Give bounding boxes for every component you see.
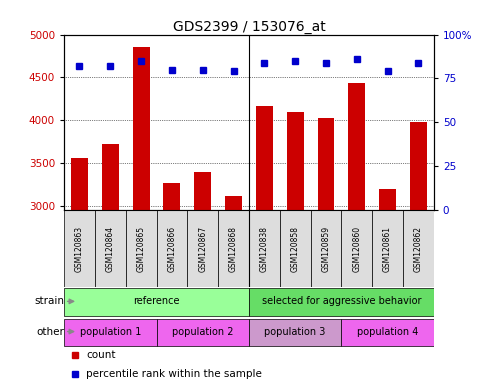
Bar (249, 319, 341, 346)
Bar (64, 210, 95, 287)
Bar (410, 122, 427, 210)
Bar (64, 319, 157, 346)
Text: count: count (86, 351, 116, 361)
Bar (133, 47, 149, 210)
Bar (287, 112, 304, 210)
Bar (218, 210, 249, 287)
Text: GSM120864: GSM120864 (106, 225, 115, 271)
Bar (372, 210, 403, 287)
Bar (71, 158, 88, 210)
Text: GSM120862: GSM120862 (414, 225, 423, 271)
Text: GSM120859: GSM120859 (321, 225, 330, 271)
Text: GSM120838: GSM120838 (260, 225, 269, 271)
Title: GDS2399 / 153076_at: GDS2399 / 153076_at (173, 20, 325, 33)
Bar (311, 210, 341, 287)
Text: GSM120868: GSM120868 (229, 225, 238, 271)
Bar (349, 83, 365, 210)
Bar (157, 319, 249, 346)
Text: GSM120860: GSM120860 (352, 225, 361, 271)
Bar (256, 106, 273, 210)
Text: GSM120861: GSM120861 (383, 225, 392, 271)
Text: population 4: population 4 (357, 326, 418, 336)
Text: GSM120866: GSM120866 (168, 225, 176, 271)
Bar (403, 210, 434, 287)
Text: population 3: population 3 (265, 326, 326, 336)
Text: GSM120863: GSM120863 (75, 225, 84, 271)
Text: GSM120867: GSM120867 (198, 225, 207, 271)
Bar (379, 189, 396, 210)
Bar (102, 144, 119, 210)
Bar (64, 288, 249, 316)
Text: other: other (36, 326, 64, 336)
Bar (95, 210, 126, 287)
Text: percentile rank within the sample: percentile rank within the sample (86, 369, 262, 379)
Bar (164, 183, 180, 210)
Bar (341, 319, 434, 346)
Bar (341, 210, 372, 287)
Bar (157, 210, 187, 287)
Bar (249, 288, 434, 316)
Text: GSM120858: GSM120858 (291, 225, 300, 271)
Text: reference: reference (133, 296, 180, 306)
Bar (194, 172, 211, 210)
Text: selected for aggressive behavior: selected for aggressive behavior (262, 296, 421, 306)
Bar (249, 210, 280, 287)
Bar (187, 210, 218, 287)
Bar (126, 210, 157, 287)
Text: population 1: population 1 (80, 326, 141, 336)
Text: GSM120865: GSM120865 (137, 225, 145, 271)
Bar (225, 195, 242, 210)
Text: population 2: population 2 (172, 326, 234, 336)
Text: strain: strain (34, 296, 64, 306)
Bar (280, 210, 311, 287)
Bar (317, 118, 334, 210)
